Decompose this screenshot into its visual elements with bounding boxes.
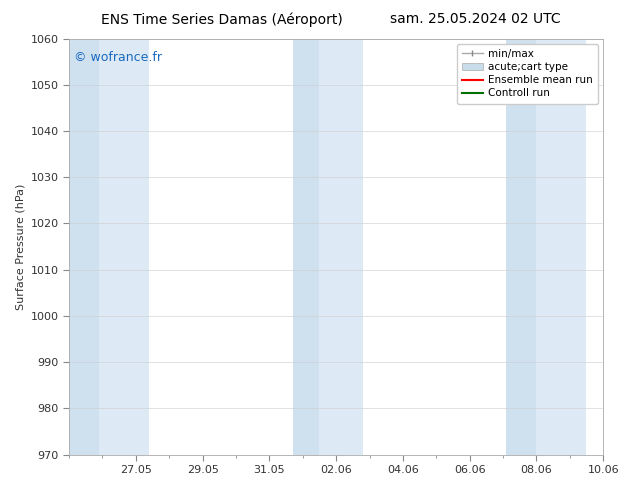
Bar	[320, 39, 363, 455]
Text: © wofrance.fr: © wofrance.fr	[74, 51, 162, 64]
Text: sam. 25.05.2024 02 UTC: sam. 25.05.2024 02 UTC	[390, 12, 561, 26]
Bar	[293, 39, 320, 455]
Text: ENS Time Series Damas (Aéroport): ENS Time Series Damas (Aéroport)	[101, 12, 343, 27]
Bar	[69, 39, 99, 455]
Bar	[99, 39, 149, 455]
Y-axis label: Surface Pressure (hPa): Surface Pressure (hPa)	[15, 183, 25, 310]
Bar	[507, 39, 536, 455]
Bar	[536, 39, 586, 455]
Legend: min/max, acute;cart type, Ensemble mean run, Controll run: min/max, acute;cart type, Ensemble mean …	[456, 44, 598, 103]
